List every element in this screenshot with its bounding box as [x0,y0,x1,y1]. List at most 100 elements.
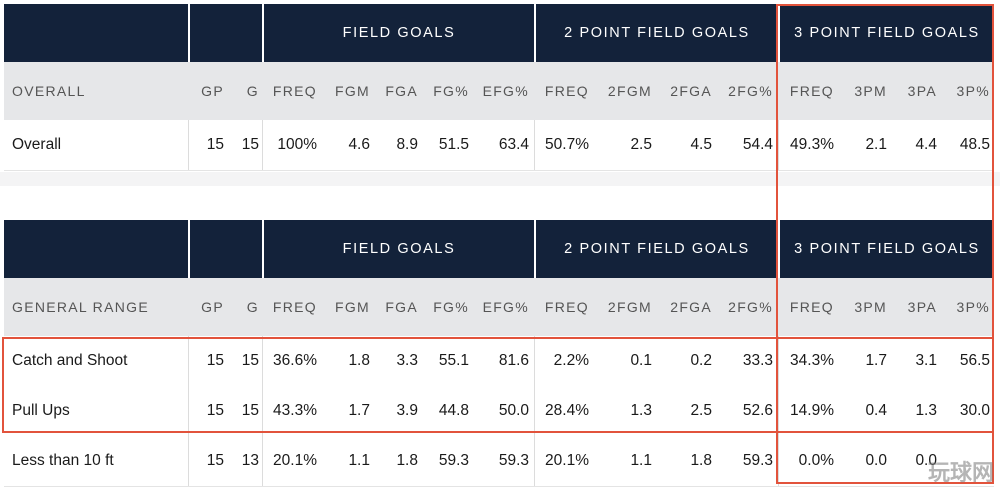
row-label: Catch and Shoot [12,352,128,369]
table-cell: 3.3 [396,352,418,369]
table-spacer [0,172,1000,186]
table-cell: 4.6 [348,136,370,153]
table-cell: 44.8 [438,402,469,419]
column-header[interactable]: FREQ [544,83,589,99]
table-cell: 54.4 [742,136,773,153]
column-header[interactable]: 2FG% [728,83,773,99]
table-cell: 1.3 [630,402,652,419]
table-cell: 1.1 [348,452,370,469]
table-cell: 50.7% [545,136,589,153]
table-cell: 55.1 [438,352,469,369]
table-cell: 1.8 [396,452,418,469]
column-divider [262,436,263,486]
column-divider [778,120,779,170]
column-header[interactable]: 3PA [907,299,937,315]
column-header[interactable]: FREQ [272,83,317,99]
column-header[interactable]: FG% [433,299,469,315]
column-header[interactable]: GP [201,83,224,99]
column-header[interactable]: FGA [385,299,418,315]
column-header[interactable]: EFG% [482,83,529,99]
group-3pt-field-goals: 3 POINT FIELD GOALS [794,241,980,257]
column-header[interactable]: FGA [385,83,418,99]
highlight-rows-box [2,337,994,433]
column-header[interactable]: FREQ [789,83,834,99]
column-header[interactable]: FREQ [789,299,834,315]
table-cell: 1.3 [915,402,937,419]
column-header[interactable]: GP [201,299,224,315]
column-header[interactable]: 2FGM [607,299,652,315]
table-cell: 20.1% [545,452,589,469]
column-header[interactable]: G [246,299,259,315]
table-cell: 28.4% [545,402,589,419]
table-cell: 1.8 [690,452,712,469]
table-cell: 3.9 [396,402,418,419]
table-cell: 2.5 [630,136,652,153]
table-cell: 81.6 [498,352,529,369]
table-row: Overall 15 15 100% 4.6 8.9 51.5 63.4 50.7% 2.5 4.5… [4,120,994,171]
column-header[interactable]: 3PM [854,83,887,99]
table-cell: 56.5 [959,352,990,369]
table-cell: 8.9 [396,136,418,153]
column-header[interactable]: 3P% [956,83,990,99]
row-label: Overall [12,136,62,153]
table-cell: 2.5 [690,402,712,419]
column-header[interactable]: 3P% [956,299,990,315]
table-cell: 34.3% [790,352,834,369]
column-header[interactable]: 2FGA [670,299,712,315]
column-divider [778,386,779,436]
table-cell: 13 [241,452,259,469]
table-cell: 1.8 [348,352,370,369]
row-label: Less than 10 ft [12,452,114,469]
table-cell: 15 [241,352,259,369]
column-divider [188,436,189,486]
table-cell: 1.7 [865,352,887,369]
table-cell: 20.1% [273,452,317,469]
table-cell: 36.6% [273,352,317,369]
column-divider [534,436,535,486]
table-cell: 15 [206,136,224,153]
table-cell: 0.0 [915,452,937,469]
column-header-row: GENERAL RANGE GP G FREQ FGM FGA FG% EFG% FREQ 2F… [4,278,994,336]
table-cell: 1.1 [630,452,652,469]
column-group-header: FIELD GOALS 2 POINT FIELD GOALS 3 POINT … [4,4,994,62]
column-divider [262,120,263,170]
column-header[interactable]: 2FG% [728,299,773,315]
column-divider [778,436,779,486]
column-group-header: FIELD GOALS 2 POINT FIELD GOALS 3 POINT … [4,220,994,278]
row-label: Pull Ups [12,402,70,419]
column-divider [534,120,535,170]
table-cell: 59.3 [438,452,469,469]
table-cell: 15 [241,136,259,153]
table-title: OVERALL [12,83,86,99]
table-cell: 100% [277,136,317,153]
group-2pt-field-goals: 2 POINT FIELD GOALS [564,25,750,41]
table-cell: 0.0 [865,452,887,469]
column-header[interactable]: EFG% [482,299,529,315]
column-header[interactable]: 2FGA [670,83,712,99]
column-header[interactable]: 3PM [854,299,887,315]
column-divider [262,386,263,436]
column-header[interactable]: FGM [334,299,370,315]
table-cell: 0.4 [865,402,887,419]
column-header[interactable]: 2FGM [607,83,652,99]
column-header[interactable]: 3PA [907,83,937,99]
table-cell: 59.3 [498,452,529,469]
column-header[interactable]: FREQ [544,299,589,315]
group-field-goals: FIELD GOALS [342,241,456,257]
column-header[interactable]: FGM [334,83,370,99]
table-cell: 0.0% [798,452,834,469]
table-cell: 2.1 [865,136,887,153]
table-cell: 4.4 [915,136,937,153]
column-header[interactable]: G [246,83,259,99]
watermark: 玩球网 [927,460,994,485]
column-divider [778,336,779,386]
column-divider [534,336,535,386]
table-cell: 33.3 [742,352,773,369]
table-cell: 0.1 [630,352,652,369]
table-cell: 15 [206,452,224,469]
table-cell: 50.0 [498,402,529,419]
column-header[interactable]: FG% [433,83,469,99]
group-2pt-field-goals: 2 POINT FIELD GOALS [564,241,750,257]
column-header[interactable]: FREQ [272,299,317,315]
table-row: Less than 10 ft 15 13 20.1% 1.1 1.8 59.3 59.3 20… [4,436,994,487]
